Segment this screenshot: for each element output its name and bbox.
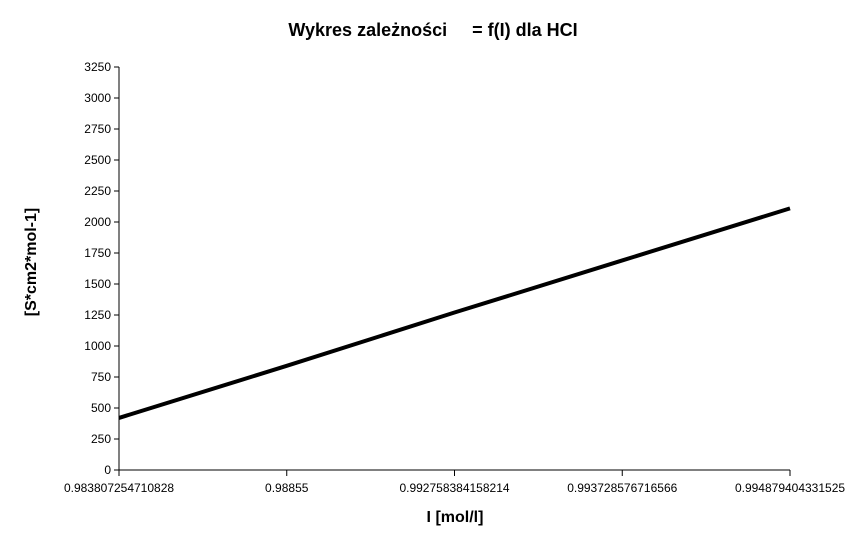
chart-title: Wykres zależności = f(I) dla HCI	[288, 20, 578, 40]
y-tick-label: 3000	[84, 91, 111, 105]
y-tick-label: 2750	[84, 122, 111, 136]
y-tick-label: 1000	[84, 339, 111, 353]
x-tick-label: 0.992758384158214	[399, 481, 509, 495]
y-tick-label: 2000	[84, 215, 111, 229]
y-tick-label: 750	[91, 370, 111, 384]
series-line	[118, 206, 791, 420]
y-tick-label: 1750	[84, 246, 111, 260]
y-tick-label: 3250	[84, 60, 111, 74]
x-tick-label: 0.983807254710828	[64, 481, 174, 495]
y-tick-label: 1500	[84, 277, 111, 291]
y-tick-label: 0	[104, 463, 111, 477]
y-tick-label: 250	[91, 432, 111, 446]
x-tick-label: 0.98855	[265, 481, 309, 495]
y-tick-label: 2500	[84, 153, 111, 167]
x-axis-label: I [mol/l]	[426, 509, 484, 526]
y-tick-label: 500	[91, 401, 111, 415]
y-tick-label: 2250	[84, 184, 111, 198]
x-tick-label: 0.994879404331525	[735, 481, 845, 495]
y-tick-label: 1250	[84, 308, 111, 322]
x-tick-label: 0.993728576716566	[567, 481, 677, 495]
